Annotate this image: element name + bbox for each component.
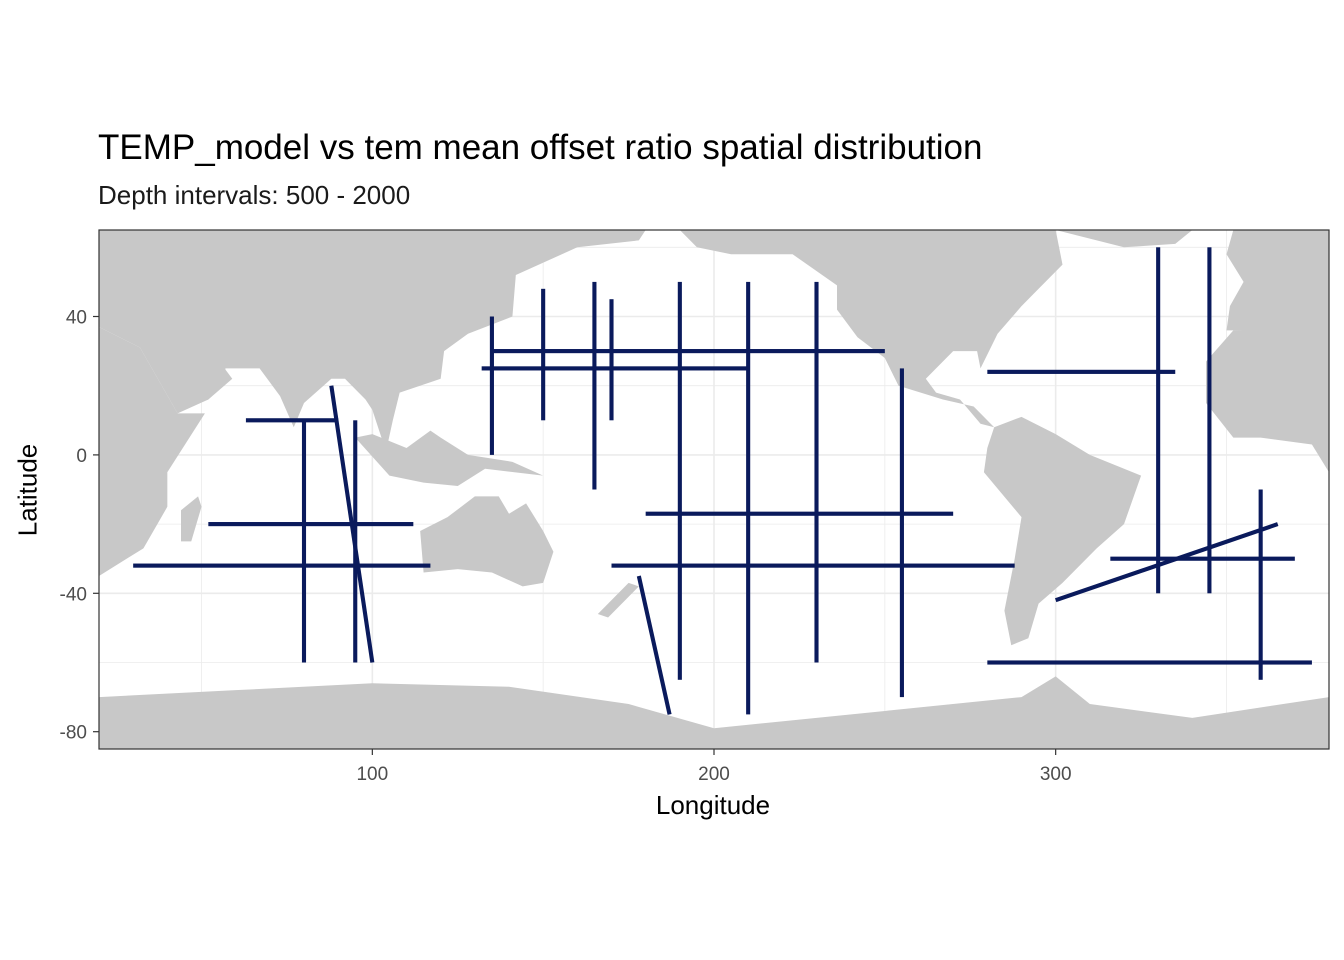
antarctica-land bbox=[99, 676, 1329, 749]
meridional-transect bbox=[677, 281, 682, 680]
meridional-transect bbox=[746, 281, 751, 715]
diagonal-transect bbox=[329, 385, 375, 663]
meridional-transect bbox=[592, 281, 597, 490]
zonal-transect bbox=[208, 522, 414, 527]
meridional-transect bbox=[301, 420, 307, 663]
diagonal-transect bbox=[636, 575, 672, 715]
y-tick-label: -80 bbox=[60, 723, 87, 744]
meridional-transect bbox=[1207, 247, 1212, 594]
zonal-transect bbox=[987, 369, 1176, 374]
africa-land bbox=[99, 326, 205, 576]
chart-title: TEMP_model vs tem mean offset ratio spat… bbox=[98, 128, 983, 167]
meridional-transect bbox=[1156, 247, 1161, 594]
zonal-transect bbox=[645, 511, 954, 516]
y-tick-label: 40 bbox=[66, 308, 87, 329]
eurasia-land bbox=[99, 230, 646, 452]
meridional-transect bbox=[609, 299, 614, 421]
chart-subtitle: Depth intervals: 500 - 2000 bbox=[98, 180, 411, 210]
africa-wrap-land bbox=[1206, 326, 1329, 473]
south-america-land bbox=[983, 416, 1142, 646]
madagascar-land bbox=[181, 496, 202, 542]
y-tick-label: -40 bbox=[60, 584, 87, 605]
zonal-transect bbox=[987, 660, 1312, 665]
meridional-transect bbox=[1258, 489, 1263, 680]
north-america-land bbox=[679, 230, 1063, 428]
x-tick-label: 100 bbox=[356, 764, 388, 785]
y-tick-label: 0 bbox=[76, 446, 87, 467]
zonal-transect bbox=[245, 418, 339, 423]
new-zealand-land bbox=[597, 582, 639, 618]
zonal-transect bbox=[1110, 556, 1295, 561]
land-mask bbox=[99, 230, 1329, 749]
zonal-transect bbox=[611, 563, 1015, 568]
australia-land bbox=[420, 496, 554, 587]
indonesia-land bbox=[355, 430, 544, 487]
meridional-transect bbox=[541, 288, 546, 421]
observation-cells bbox=[133, 247, 1312, 715]
meridional-transect bbox=[899, 368, 904, 698]
diagonal-transect bbox=[1055, 522, 1279, 603]
zonal-transect bbox=[133, 563, 431, 568]
x-tick-label: 200 bbox=[698, 764, 730, 785]
zonal-transect bbox=[491, 349, 885, 354]
meridional-transect bbox=[489, 316, 494, 455]
x-tick-label: 300 bbox=[1040, 764, 1072, 785]
zonal-transect bbox=[481, 366, 749, 371]
meridional-transect bbox=[814, 281, 819, 663]
greenland-land bbox=[1055, 230, 1193, 248]
arabia-land bbox=[153, 351, 233, 410]
x-axis-label: Longitude bbox=[655, 790, 771, 820]
europe-wrap-land bbox=[1226, 230, 1329, 331]
